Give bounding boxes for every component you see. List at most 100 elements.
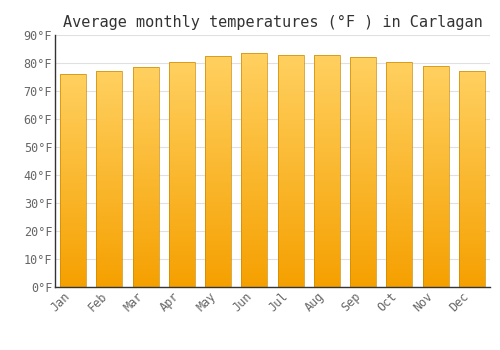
Bar [242, 264, 268, 266]
Bar [459, 149, 485, 151]
Bar [205, 162, 231, 164]
Bar [386, 222, 412, 224]
Title: Average monthly temperatures (°F ) in Carlagan: Average monthly temperatures (°F ) in Ca… [62, 15, 482, 30]
Bar [278, 199, 303, 201]
Bar [386, 195, 412, 197]
Bar [422, 207, 448, 210]
Bar [459, 283, 485, 285]
Bar [205, 197, 231, 199]
Bar [205, 123, 231, 125]
Bar [169, 136, 195, 138]
Bar [60, 281, 86, 283]
Bar [60, 159, 86, 161]
Bar [96, 140, 122, 142]
Bar [459, 183, 485, 186]
Bar [314, 97, 340, 99]
Bar [459, 170, 485, 173]
Bar [96, 102, 122, 104]
Bar [278, 229, 303, 231]
Bar [205, 264, 231, 266]
Bar [459, 281, 485, 283]
Bar [96, 127, 122, 130]
Bar [278, 73, 303, 76]
Bar [132, 184, 158, 186]
Bar [96, 248, 122, 250]
Bar [60, 166, 86, 168]
Bar [205, 204, 231, 206]
Bar [60, 270, 86, 272]
Bar [459, 235, 485, 237]
Bar [132, 109, 158, 111]
Bar [422, 84, 448, 86]
Bar [96, 261, 122, 263]
Bar [350, 161, 376, 163]
Bar [242, 128, 268, 130]
Bar [278, 122, 303, 124]
Bar [96, 239, 122, 242]
Bar [60, 238, 86, 240]
Bar [386, 267, 412, 269]
Bar [169, 210, 195, 212]
Bar [132, 175, 158, 177]
Bar [96, 274, 122, 276]
Bar [132, 173, 158, 175]
Bar [242, 226, 268, 229]
Bar [314, 110, 340, 113]
Bar [350, 69, 376, 71]
Bar [350, 124, 376, 126]
Bar [205, 236, 231, 238]
Bar [422, 280, 448, 282]
Bar [459, 233, 485, 235]
Bar [60, 74, 86, 76]
Bar [96, 237, 122, 239]
Bar [386, 273, 412, 276]
Bar [169, 262, 195, 265]
Bar [169, 109, 195, 111]
Bar [132, 148, 158, 151]
Bar [386, 116, 412, 118]
Bar [350, 214, 376, 216]
Bar [350, 126, 376, 128]
Bar [386, 199, 412, 201]
Bar [60, 257, 86, 259]
Bar [422, 81, 448, 84]
Bar [60, 251, 86, 253]
Bar [459, 117, 485, 119]
Bar [96, 142, 122, 145]
Bar [350, 275, 376, 278]
Bar [386, 271, 412, 273]
Bar [350, 282, 376, 285]
Bar [350, 66, 376, 69]
Bar [60, 76, 86, 78]
Bar [205, 121, 231, 123]
Bar [96, 177, 122, 179]
Bar [205, 255, 231, 257]
Bar [314, 73, 340, 76]
Bar [422, 258, 448, 260]
Bar [314, 273, 340, 275]
Bar [96, 179, 122, 181]
Bar [422, 198, 448, 201]
Bar [205, 174, 231, 176]
Bar [350, 163, 376, 165]
Bar [278, 240, 303, 243]
Bar [314, 138, 340, 141]
Bar [422, 165, 448, 168]
Bar [96, 97, 122, 99]
Bar [459, 155, 485, 158]
Bar [132, 195, 158, 197]
Bar [459, 218, 485, 220]
Bar [242, 266, 268, 268]
Bar [205, 234, 231, 236]
Bar [169, 174, 195, 176]
Bar [314, 271, 340, 273]
Bar [386, 212, 412, 215]
Bar [459, 229, 485, 231]
Bar [60, 151, 86, 153]
Bar [169, 64, 195, 66]
Bar [386, 253, 412, 255]
Bar [132, 67, 158, 69]
Bar [386, 280, 412, 282]
Bar [422, 240, 448, 243]
Bar [205, 259, 231, 261]
